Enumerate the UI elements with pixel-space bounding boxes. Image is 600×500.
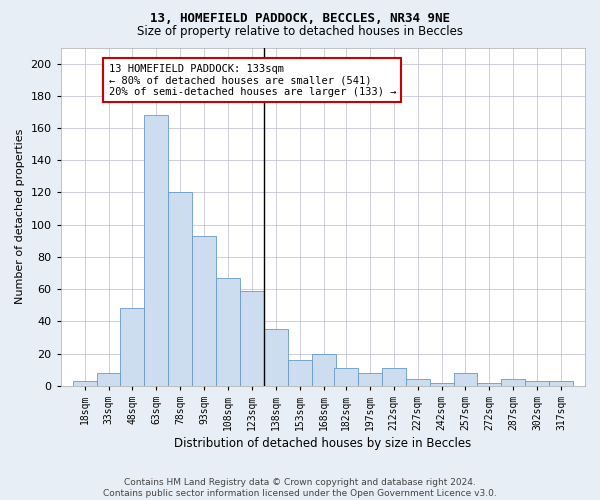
Bar [311, 354, 335, 386]
Bar [549, 381, 573, 386]
Bar [382, 368, 406, 386]
Text: 13 HOMEFIELD PADDOCK: 133sqm
← 80% of detached houses are smaller (541)
20% of s: 13 HOMEFIELD PADDOCK: 133sqm ← 80% of de… [109, 64, 396, 97]
Bar [478, 382, 502, 386]
Bar [288, 360, 311, 386]
Bar [525, 381, 549, 386]
Text: 13, HOMEFIELD PADDOCK, BECCLES, NR34 9NE: 13, HOMEFIELD PADDOCK, BECCLES, NR34 9NE [150, 12, 450, 26]
Bar [334, 368, 358, 386]
Bar [73, 381, 97, 386]
Bar [192, 236, 216, 386]
Bar [502, 380, 525, 386]
Bar [97, 373, 121, 386]
Bar [240, 290, 264, 386]
Bar [430, 382, 454, 386]
Bar [145, 115, 168, 386]
Bar [358, 373, 382, 386]
Bar [121, 308, 145, 386]
Text: Size of property relative to detached houses in Beccles: Size of property relative to detached ho… [137, 25, 463, 38]
Bar [406, 380, 430, 386]
Bar [454, 373, 478, 386]
Y-axis label: Number of detached properties: Number of detached properties [15, 129, 25, 304]
Bar [216, 278, 240, 386]
Bar [168, 192, 192, 386]
X-axis label: Distribution of detached houses by size in Beccles: Distribution of detached houses by size … [174, 437, 472, 450]
Bar [264, 330, 288, 386]
Text: Contains HM Land Registry data © Crown copyright and database right 2024.
Contai: Contains HM Land Registry data © Crown c… [103, 478, 497, 498]
